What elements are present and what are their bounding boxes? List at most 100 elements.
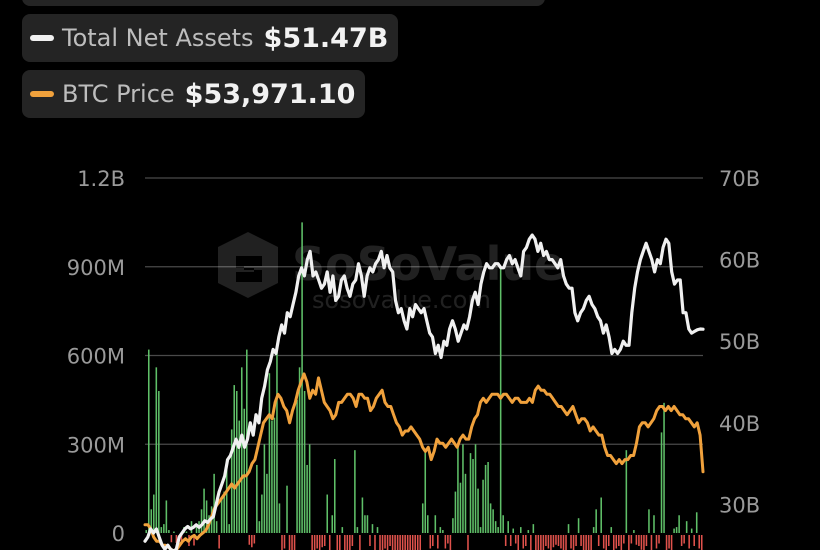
legend-total-net-assets-label: Total Net Assets [62, 24, 254, 52]
inflow-bar [278, 503, 281, 533]
inflow-bar [625, 450, 628, 533]
outflow-bar [283, 535, 286, 549]
outflow-bar [384, 535, 386, 549]
inflow-bar [567, 524, 570, 533]
inflow-bar [462, 444, 464, 533]
inflow-bar [512, 528, 515, 533]
inflow-bar [361, 497, 364, 533]
outflow-bar [547, 535, 550, 549]
inflow-bar [326, 494, 329, 533]
inflow-bar [195, 525, 198, 533]
inflow-bar [499, 266, 502, 533]
outflow-bar [638, 535, 640, 546]
inflow-bar [286, 485, 288, 533]
right-axis-tick: 30B [719, 493, 760, 517]
outflow-bar [396, 535, 399, 550]
inflow-bar [595, 509, 597, 533]
inflow-bar [690, 528, 693, 533]
inflow-bar [371, 524, 374, 533]
outflow-bar [374, 535, 376, 550]
outflow-bar [640, 535, 643, 550]
inflow-bar [519, 527, 522, 533]
inflow-bar [356, 527, 359, 533]
inflow-bar [502, 515, 504, 533]
outflow-bar [517, 535, 520, 550]
outflow-bar [429, 535, 432, 549]
outflow-bar [557, 535, 560, 546]
legend-btc-price[interactable]: BTC Price $53,971.10 [22, 70, 366, 118]
outflow-bar [612, 535, 615, 550]
inflow-bar [424, 450, 427, 533]
inflow-bar [364, 515, 366, 533]
outflow-bar [404, 535, 406, 550]
inflow-bar [223, 491, 225, 533]
inflow-bar [163, 524, 165, 533]
inflow-bar [147, 349, 150, 533]
outflow-bar [575, 535, 577, 546]
outflow-bar [585, 535, 587, 550]
inflow-bar [268, 373, 271, 533]
inflow-bar [600, 497, 602, 533]
inflow-bar [439, 527, 442, 533]
outflow-bar [665, 535, 668, 550]
inflow-bar [421, 503, 424, 533]
outflow-bar [321, 535, 323, 548]
outflow-bar [467, 535, 469, 550]
inflow-bar [308, 444, 311, 533]
inflow-bar [258, 521, 261, 533]
outflow-bar [346, 535, 349, 550]
outflow-bar [344, 535, 346, 550]
inflow-bar [452, 518, 454, 533]
outflow-bar [409, 535, 411, 550]
inflow-bar [145, 530, 148, 533]
outflow-bar [602, 535, 605, 549]
inflow-bar [165, 500, 168, 533]
outflow-bar [542, 535, 545, 550]
inflow-bar [673, 528, 675, 533]
outflow-bar [522, 535, 525, 549]
outflow-bar [572, 535, 575, 550]
left-axis-tick: 900M [67, 256, 125, 280]
outflow-bar [545, 535, 547, 546]
outflow-bar [650, 535, 653, 550]
outflow-bar [597, 535, 600, 546]
outflow-bar [683, 535, 685, 544]
outflow-bar [693, 535, 695, 546]
outflow-bar [504, 535, 507, 546]
outflow-bar [605, 535, 608, 550]
inflow-bar [158, 391, 160, 533]
outflow-bar [562, 535, 565, 550]
outflow-bar [193, 535, 195, 546]
inflow-bar [426, 515, 429, 533]
inflow-bar [577, 518, 580, 533]
outflow-bar [590, 535, 592, 550]
outflow-bar [291, 535, 293, 550]
inflow-bar [695, 512, 698, 533]
gridlines [145, 177, 703, 445]
outflow-bar [175, 535, 178, 543]
inflow-bar [203, 488, 205, 533]
outflow-bar [615, 535, 618, 549]
inflow-bar [235, 391, 238, 533]
outflow-bar [444, 535, 447, 549]
sosovalue-logo-icon [218, 232, 278, 298]
outflow-bar [565, 535, 567, 550]
inflow-bar [233, 385, 236, 533]
outflow-bar [414, 535, 416, 550]
inflow-bar [532, 524, 535, 533]
inflow-bar [484, 464, 487, 533]
inflow-bar [482, 479, 484, 533]
inflow-bar [306, 464, 308, 533]
outflow-bar [316, 535, 318, 549]
legend-total-net-assets[interactable]: Total Net Assets $51.47B [22, 14, 399, 62]
outflow-bar [379, 535, 381, 550]
inflow-bar [256, 464, 258, 533]
inflow-bar [238, 420, 241, 533]
outflow-bar [570, 535, 572, 549]
inflow-bar [660, 432, 663, 533]
left-axis-ticks: 0 300M 600M 900M 1.2B [67, 167, 125, 546]
outflow-bar [645, 535, 648, 546]
inflow-bar [675, 527, 678, 533]
inflow-bar [610, 527, 613, 533]
